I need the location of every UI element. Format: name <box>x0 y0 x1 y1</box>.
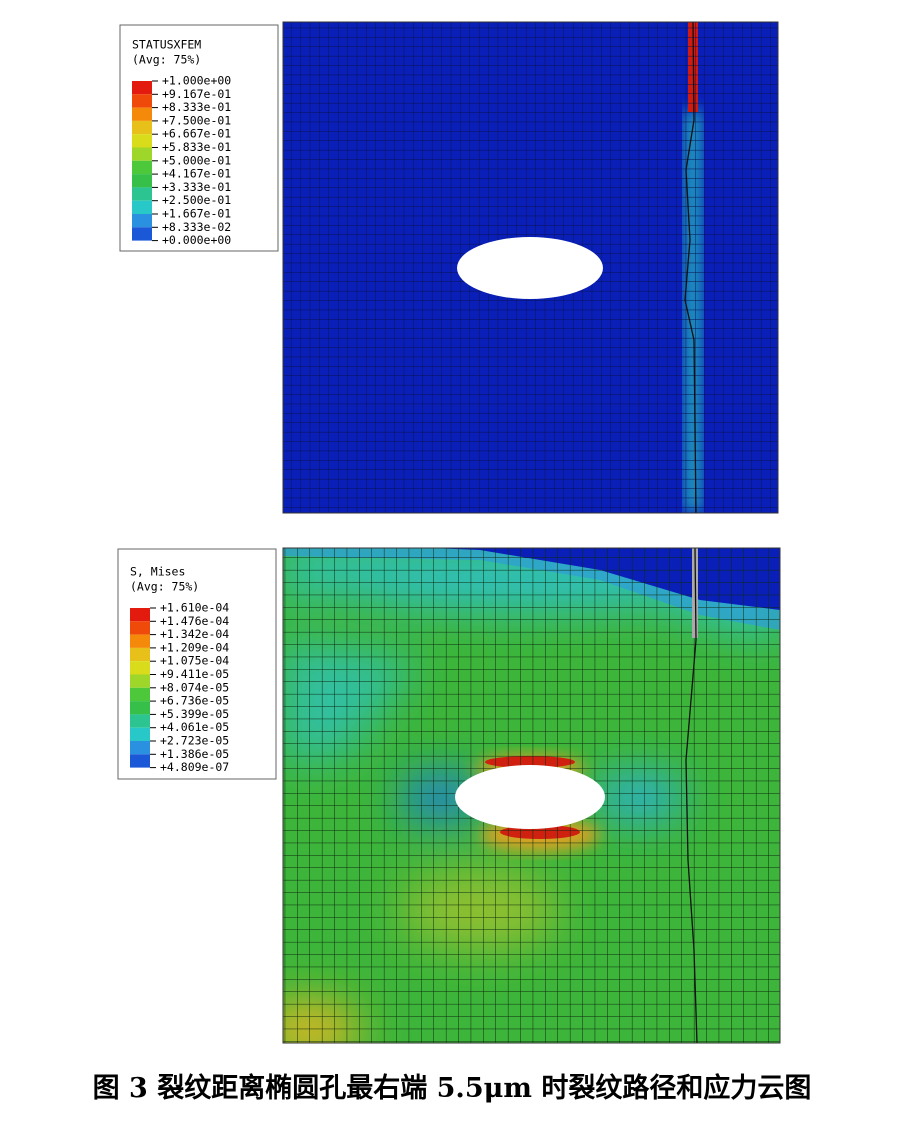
legend-swatch <box>130 714 150 728</box>
legend-swatch <box>130 634 150 648</box>
legend-label: +4.167e-01 <box>162 167 231 181</box>
legend-swatch <box>130 701 150 715</box>
legend-swatch <box>130 741 150 755</box>
legend-swatch <box>130 621 150 635</box>
legend-label: +5.833e-01 <box>162 140 231 154</box>
legend-label: +9.167e-01 <box>162 87 231 101</box>
legend-swatch <box>132 120 152 135</box>
legend-label: +5.399e-05 <box>160 707 229 721</box>
legend-label: +9.411e-05 <box>160 667 229 681</box>
legend-swatch <box>132 174 152 188</box>
legend-label: +0.000e+00 <box>162 233 231 247</box>
legend-swatch <box>130 608 150 622</box>
legend-label: +1.610e-04 <box>160 601 229 615</box>
legend-subtitle: (Avg: 75%) <box>130 580 199 594</box>
legend-swatch <box>132 134 152 148</box>
legend-subtitle: (Avg: 75%) <box>132 53 201 67</box>
legend-label: +1.075e-04 <box>160 654 229 668</box>
legend-label: +4.809e-07 <box>160 760 229 774</box>
legend-label: +8.333e-01 <box>162 100 231 114</box>
legend-swatch <box>130 647 150 662</box>
legend-title: S, Mises <box>130 565 185 579</box>
legend-label: +1.476e-04 <box>160 614 229 628</box>
legend-label: +3.333e-01 <box>162 180 231 194</box>
legend-title: STATUSXFEM <box>132 38 201 52</box>
legend-label: +1.209e-04 <box>160 640 229 654</box>
legend-swatch <box>132 147 152 161</box>
legend-label: +8.074e-05 <box>160 680 229 694</box>
status-contour <box>283 22 778 513</box>
mises-contour <box>283 548 780 1043</box>
legend-label: +1.342e-04 <box>160 627 229 641</box>
legend-swatch <box>132 160 152 175</box>
legend-label: +1.667e-01 <box>162 207 231 221</box>
legend-swatch <box>132 107 152 121</box>
legend-swatch <box>130 754 150 768</box>
legend-swatch <box>132 94 152 108</box>
legend-label: +6.667e-01 <box>162 127 231 141</box>
legend-swatch <box>132 81 152 95</box>
legend-label: +1.000e+00 <box>162 74 231 88</box>
legend-swatch <box>130 687 150 702</box>
legend-swatch <box>132 214 152 228</box>
legend-swatch <box>132 227 152 241</box>
legend-swatch <box>132 187 152 201</box>
legend-label: +2.500e-01 <box>162 193 231 207</box>
legend-label: +4.061e-05 <box>160 720 229 734</box>
figure-caption: 图 3 裂纹距离椭圆孔最右端 5.5μm 时裂纹路径和应力云图 <box>92 1073 812 1104</box>
legend-swatch <box>130 661 150 675</box>
legend-label: +2.723e-05 <box>160 734 229 748</box>
legend-label: +5.000e-01 <box>162 153 231 167</box>
legend-swatch <box>130 674 150 688</box>
legend-label: +7.500e-01 <box>162 113 231 127</box>
figure: STATUSXFEM (Avg: 75%) S, Mises (Avg: 75%… <box>117 21 781 1044</box>
legend-swatch <box>132 200 152 214</box>
legend-label: +6.736e-05 <box>160 694 229 708</box>
legend-swatch <box>130 727 150 741</box>
legend-label: +8.333e-02 <box>162 220 231 234</box>
legend-label: +1.386e-05 <box>160 747 229 761</box>
